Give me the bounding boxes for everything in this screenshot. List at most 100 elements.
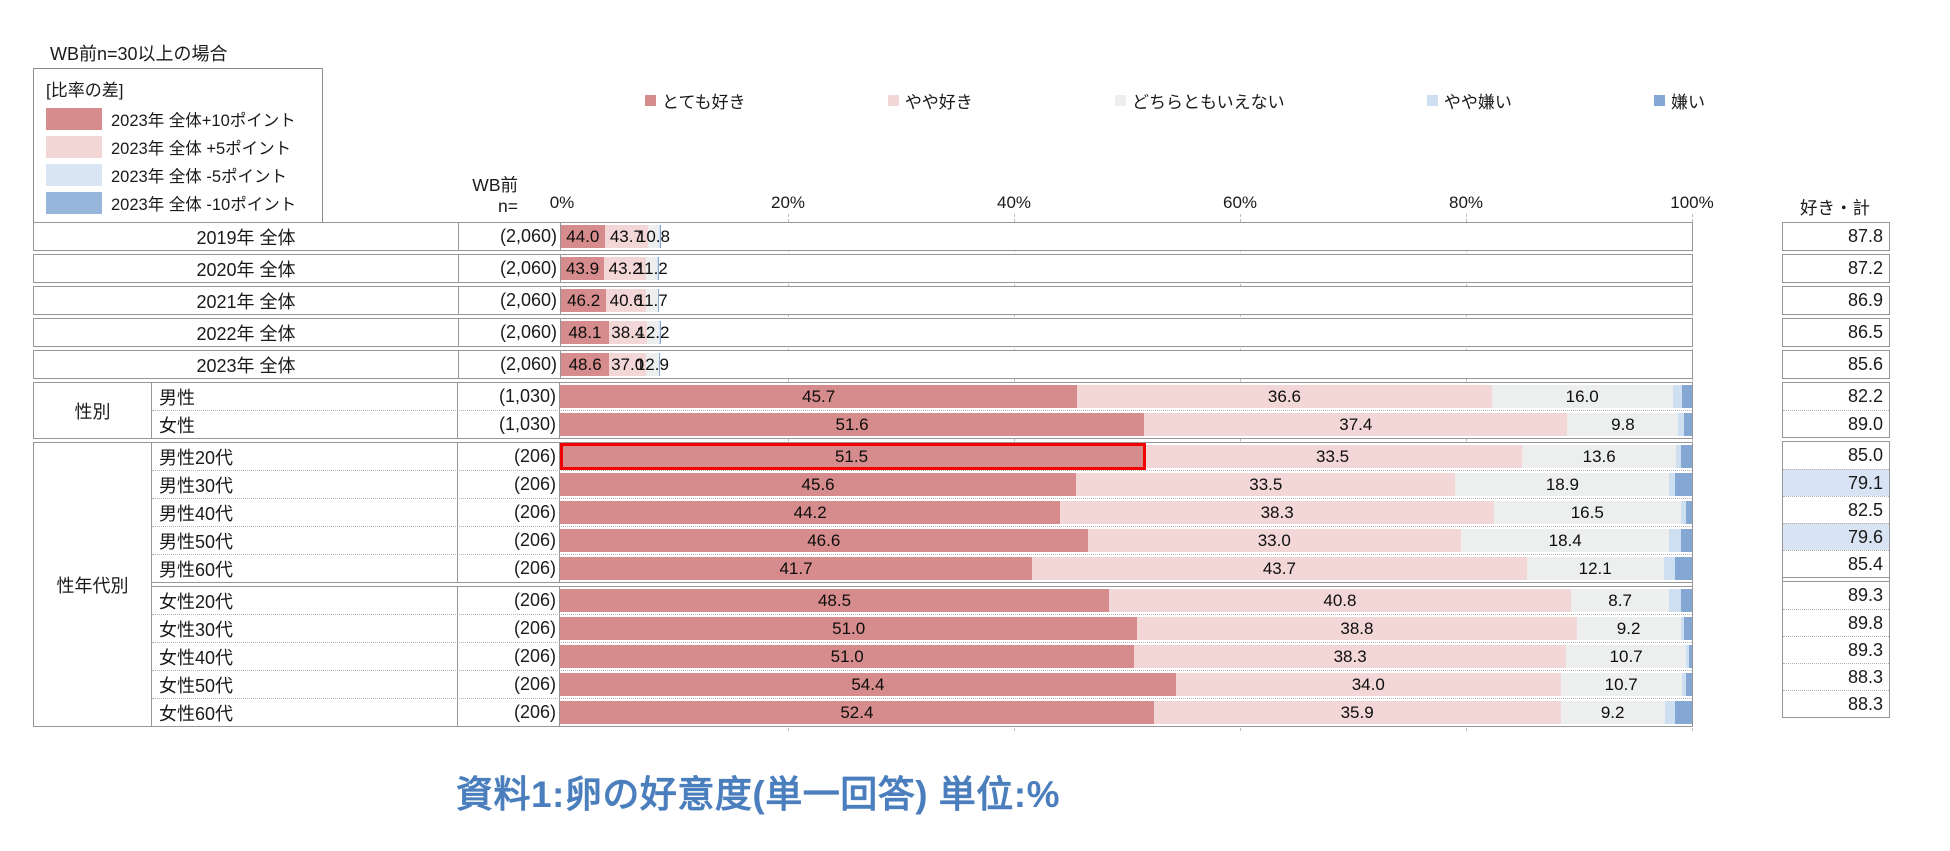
series-legend-item: どちらともいえない <box>1114 88 1285 113</box>
bar-value-label: 33.5 <box>1249 474 1283 494</box>
bar-segment-5 <box>1688 645 1692 668</box>
bar-segment-4 <box>1664 701 1675 724</box>
group-label: 性年代別 <box>34 443 152 726</box>
row-label: 女性20代 <box>152 587 458 614</box>
bar-value-label: 46.2 <box>567 290 601 310</box>
sum-cell: 86.5 <box>1847 322 1883 342</box>
series-legend-label: 嫌い <box>1671 93 1705 112</box>
bar-value-label: 37.0 <box>611 354 645 374</box>
bar-segment-4 <box>1669 589 1681 612</box>
row-n: (206) <box>458 615 560 642</box>
sum-block: 85.6 <box>1782 350 1890 379</box>
axis-tick-label: 20% <box>770 193 806 212</box>
stacked-bar: 45.7 36.6 16.0 <box>560 385 1692 408</box>
bar-segment-5 <box>1684 617 1692 640</box>
sum-cell: 89.8 <box>1783 609 1889 636</box>
legend-swatch-icon <box>46 192 102 214</box>
stacked-bar: 52.4 35.9 9.2 <box>560 701 1692 724</box>
bar-value-label: 12.9 <box>635 354 669 374</box>
stacked-bar: 51.0 38.3 10.7 <box>560 645 1692 668</box>
row-n: (2,060) <box>459 351 561 378</box>
bar-segment-5 <box>659 321 661 344</box>
bar-segment-5 <box>1686 673 1692 696</box>
table-row: 男性 (1,030) 45.7 36.6 16.0 <box>152 383 1692 410</box>
difference-legend-item: 2023年 全体+10ポイント <box>46 105 314 133</box>
bar-segment-2: 38.3 <box>1060 501 1494 524</box>
bar-segment-5 <box>1680 445 1692 468</box>
table-block: 2021年 全体 (2,060) 46.2 40.6 11.7 <box>33 286 1693 315</box>
row-n: (1,030) <box>458 411 560 438</box>
bar-value-label: 16.5 <box>1570 502 1604 522</box>
group-label: 性別 <box>34 383 152 438</box>
bar-value-label: 51.5 <box>834 446 869 466</box>
bar-value-label: 46.6 <box>807 530 841 550</box>
bar-segment-5 <box>658 257 659 280</box>
difference-legend-label: 2023年 全体 -5ポイント <box>111 168 288 186</box>
bar-segment-1: 52.4 <box>560 701 1154 724</box>
row-label: 男性 <box>152 383 458 410</box>
row-label: 男性30代 <box>152 471 458 498</box>
table-block: 性別 男性 (1,030) 45.7 36.6 16.0 女性 (1,030) 51.6 37.4… <box>33 382 1693 439</box>
bar-segment-5 <box>659 225 661 248</box>
stacked-bar: 46.6 33.0 18.4 <box>560 529 1692 552</box>
bar-segment-3: 11.7 <box>636 289 668 312</box>
row-label: 男性50代 <box>152 527 458 554</box>
sum-cell: 82.5 <box>1783 496 1889 523</box>
sum-block: 82.2 89.0 <box>1782 382 1890 438</box>
row-n: (206) <box>458 671 560 698</box>
bar-value-label: 37.4 <box>1339 414 1373 434</box>
bar-value-label: 48.6 <box>568 354 602 374</box>
axis-tick-label: 60% <box>1222 193 1258 212</box>
row-bar: 48.1 38.4 12.2 <box>561 319 669 346</box>
table-block: 2022年 全体 (2,060) 48.1 38.4 12.2 <box>33 318 1693 347</box>
group-rows: 男性 (1,030) 45.7 36.6 16.0 女性 (1,030) 51.6 37.4 9.… <box>152 383 1692 438</box>
series-legend: とても好き やや好き どちらともいえない やや嫌い 嫌い <box>645 88 1705 113</box>
table-row: 2021年 全体 (2,060) 46.2 40.6 11.7 <box>34 287 668 314</box>
table-row: 2023年 全体 (2,060) 48.6 37.0 12.9 <box>34 351 669 378</box>
legend-swatch-icon <box>887 95 899 106</box>
bar-segment-3: 16.0 <box>1491 385 1673 408</box>
difference-legend-items: 2023年 全体+10ポイント 2023年 全体 +5ポイント 2023年 全体 -… <box>46 105 314 217</box>
bar-value-label: 45.7 <box>802 386 836 406</box>
sum-cell: 88.3 <box>1783 690 1889 717</box>
bar-segment-4 <box>1680 501 1687 524</box>
sum-cell: 82.2 <box>1847 386 1883 406</box>
bar-value-label: 16.0 <box>1565 386 1599 406</box>
bar-segment-4 <box>1672 385 1682 408</box>
table-row: 2019年 全体 (2,060) 44.0 43.7 10.8 <box>34 223 670 250</box>
row-label: 2020年 全体 <box>34 255 459 282</box>
bar-segment-4 <box>1669 473 1675 496</box>
bar-value-label: 9.2 <box>1600 702 1625 722</box>
row-n: (1,030) <box>458 383 560 410</box>
bar-segment-3: 9.2 <box>1560 701 1665 724</box>
bar-value-label: 34.0 <box>1351 674 1385 694</box>
bar-segment-4 <box>1681 673 1687 696</box>
series-legend-label: とても好き <box>662 93 746 112</box>
bar-segment-4 <box>1680 617 1685 640</box>
bar-segment-1: 51.6 <box>560 413 1145 436</box>
bar-value-label: 44.0 <box>566 226 600 246</box>
row-n: (206) <box>458 443 560 470</box>
row-label: 女性40代 <box>152 643 458 670</box>
sum-block: 87.8 <box>1782 222 1890 251</box>
table-row: 2020年 全体 (2,060) 43.9 43.2 11.2 <box>34 255 668 282</box>
bar-segment-1: 48.1 <box>561 321 609 344</box>
stacked-bar: 44.2 38.3 16.5 <box>560 501 1692 524</box>
row-label: 2021年 全体 <box>34 287 459 314</box>
row-n: (206) <box>458 527 560 554</box>
bar-segment-2: 34.0 <box>1175 673 1561 696</box>
bar-segment-2: 36.6 <box>1077 385 1492 408</box>
legend-swatch-icon <box>46 136 102 158</box>
row-n: (2,060) <box>459 223 561 250</box>
sum-block: 86.9 <box>1782 286 1890 315</box>
bar-value-label: 48.1 <box>568 322 602 342</box>
bar-segment-4 <box>658 225 660 248</box>
bar-value-label: 10.7 <box>1609 646 1643 666</box>
legend-swatch-icon <box>46 164 102 186</box>
row-label: 女性 <box>152 411 458 438</box>
sum-block: 86.5 <box>1782 318 1890 347</box>
stacked-bar: 41.7 43.7 12.1 <box>560 557 1692 580</box>
wb-sample-note: WB前n=30以上の場合 <box>50 44 228 64</box>
bar-value-label: 43.7 <box>609 226 643 246</box>
table-block: 2023年 全体 (2,060) 48.6 37.0 12.9 <box>33 350 1693 379</box>
